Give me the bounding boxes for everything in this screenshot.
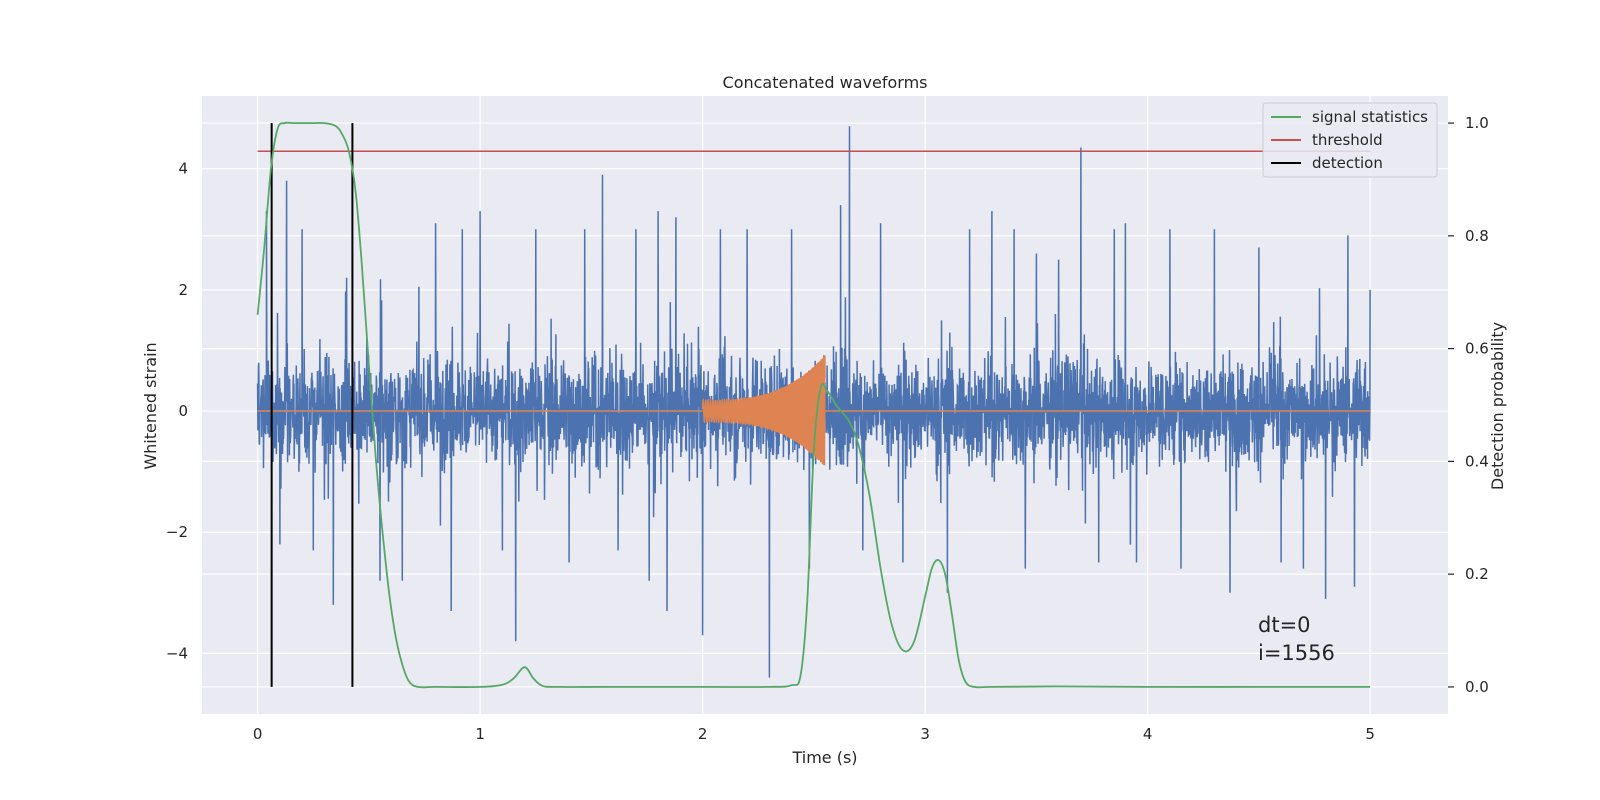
legend-label: threshold [1312,131,1383,149]
x-axis-ticks: 0 1 2 3 4 5 [253,725,1375,743]
y-axis-ticks: −4 −2 0 2 4 [166,160,188,663]
y2-tick-label: 0.0 [1465,678,1489,696]
x-axis-label: Time (s) [791,748,857,767]
x-tick-label: 1 [475,725,485,743]
y2-tick-label: 0.6 [1465,340,1489,358]
legend-frame [1262,102,1438,178]
annotation-dt: dt=0 [1258,613,1311,637]
legend-label: signal statistics [1312,108,1428,126]
legend: signal statistics threshold detection [1262,102,1438,178]
y-tick-label: 0 [178,402,188,420]
y-tick-label: −4 [166,644,188,662]
x-tick-label: 0 [253,725,263,743]
legend-label: detection [1312,154,1383,172]
annotation-index: i=1556 [1258,641,1335,665]
chart-title: Concatenated waveforms [723,73,928,92]
signal-statistics-curve [256,121,1371,689]
y2-tick-label: 0.4 [1465,452,1489,470]
y-tick-label: 2 [178,281,188,299]
x-tick-label: 5 [1365,725,1375,743]
template-chirp [701,355,826,466]
y2-tick-label: 0.8 [1465,227,1489,245]
y2-tick-label: 1.0 [1465,114,1489,132]
y-tick-label: −2 [166,523,188,541]
x-tick-label: 4 [1143,725,1153,743]
y2-axis-ticks: 0.0 0.2 0.4 0.6 0.8 1.0 [1448,114,1489,696]
template-series [257,355,1371,466]
x-tick-label: 2 [698,725,708,743]
x-tick-label: 3 [920,725,930,743]
y-tick-label: 4 [178,160,188,178]
y2-axis-label: Detection probability [1488,322,1507,490]
y2-tick-label: 0.2 [1465,565,1489,583]
probability-layer [256,121,1371,689]
y-axis-label: Whitened strain [141,342,160,469]
